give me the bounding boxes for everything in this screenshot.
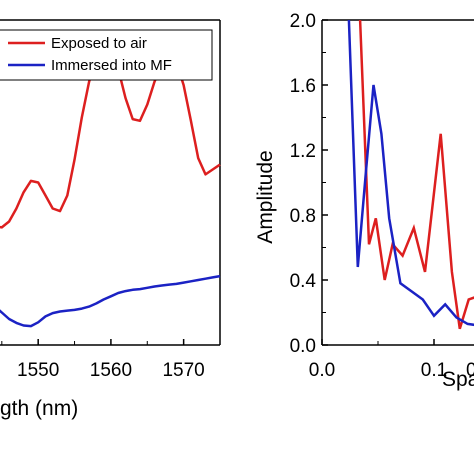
- right-y-tick-label-2: 0.8: [290, 206, 316, 227]
- left-x-tick-label-2: 1570: [162, 360, 204, 381]
- legend-box: [0, 29, 213, 81]
- right-x-axis-title: Spa: [442, 368, 474, 391]
- left-x-ticks: 1550 1560 1570: [1, 339, 221, 381]
- right-y-ticks: 0.0 0.4 0.8 1.2 1.6 2.0: [290, 11, 328, 357]
- right-chart: 0.0 0.4 0.8 1.2 1.6 2.0 0.0 0.1 0 Amplitude Spa: [254, 11, 474, 391]
- left-x-tick-label-1: 1560: [90, 360, 132, 381]
- left-series-line-1: [0, 274, 221, 328]
- legend: Exposed to air Immersed into MF: [0, 29, 213, 81]
- right-y-tick-label-4: 1.6: [290, 76, 316, 97]
- right-y-tick-label-5: 2.0: [290, 11, 316, 32]
- left-x-axis-title: gth (nm): [0, 397, 78, 420]
- right-y-axis-title: Amplitude: [254, 150, 277, 243]
- right-x-tick-label-0: 0.0: [309, 360, 335, 381]
- right-y-tick-label-0: 0.0: [290, 336, 316, 357]
- right-series-lines: [347, 19, 474, 330]
- right-y-tick-label-1: 0.4: [290, 271, 317, 292]
- right-x-tick-label-2: 0: [466, 360, 474, 381]
- left-series-lines: [0, 48, 221, 328]
- right-series-line-1: [347, 19, 474, 327]
- right-x-ticks: 0.0 0.1 0: [309, 339, 474, 381]
- legend-label-immersed: Immersed into MF: [51, 57, 172, 74]
- left-chart: 1550 1560 1570 Exposed to air Immersed int…: [0, 19, 221, 420]
- left-x-tick-label-0: 1550: [17, 360, 59, 381]
- right-x-tick-label-1: 0.1: [421, 360, 447, 381]
- legend-label-exposed: Exposed to air: [51, 35, 147, 52]
- right-series-line-0: [358, 19, 474, 330]
- right-y-tick-label-3: 1.2: [290, 141, 316, 162]
